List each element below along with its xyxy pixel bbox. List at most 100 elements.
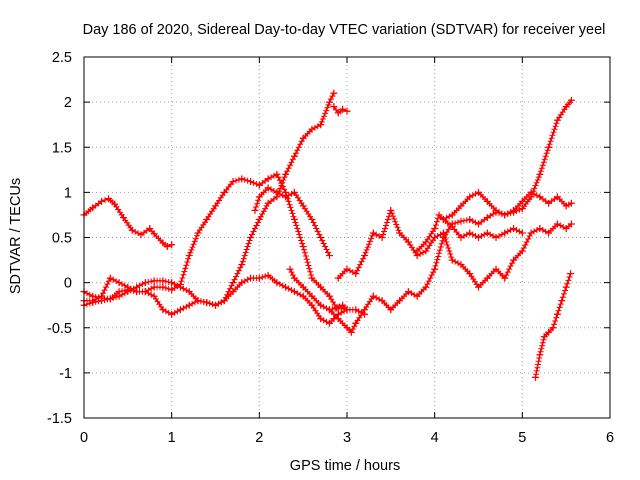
data-point (119, 214, 127, 222)
data-point (255, 181, 263, 189)
data-point (378, 234, 386, 241)
data-point (325, 98, 333, 106)
data-point (128, 226, 136, 234)
data-point (562, 103, 570, 111)
data-point (334, 109, 342, 117)
data-point (255, 193, 263, 201)
chart-title: Day 186 of 2020, Sidereal Day-to-day VTE… (83, 22, 606, 38)
data-point (334, 304, 342, 312)
data-point (325, 292, 333, 300)
series-sat-c (80, 271, 351, 327)
data-point (299, 292, 307, 300)
data-point (518, 197, 526, 205)
data-point (168, 279, 176, 287)
x-tick-label: 2 (255, 430, 263, 446)
data-point (203, 298, 211, 306)
data-point (185, 301, 193, 309)
data-point (220, 188, 228, 196)
data-point (282, 170, 290, 178)
data-point (431, 234, 439, 241)
data-point (212, 202, 219, 210)
data-point (89, 204, 97, 212)
data-point (229, 279, 237, 287)
data-point (466, 215, 474, 223)
data-point (540, 333, 548, 341)
data-point (527, 229, 535, 237)
y-axis-label: SDTVAR / TECUs (8, 178, 24, 294)
data-point (194, 229, 202, 237)
series-sat-d (80, 89, 338, 309)
data-point (251, 206, 259, 214)
data-point (413, 247, 421, 255)
data-point (343, 306, 351, 314)
data-point (404, 238, 412, 246)
tick-layer: 0 1 2 3 4 5 6 -1.5 -1 -0.5 0 0.5 1 1.5 2 2.5 (47, 50, 614, 446)
data-point (475, 234, 482, 241)
series-sat-a (80, 195, 176, 251)
y-tick-label: 2 (64, 95, 72, 111)
data-point (98, 297, 106, 305)
data-point (339, 301, 347, 309)
data-point (413, 292, 421, 300)
data-point (282, 283, 290, 291)
data-point (448, 256, 456, 264)
data-point (567, 220, 575, 228)
data-point (124, 288, 132, 296)
data-point (510, 256, 518, 264)
data-point (308, 274, 316, 282)
data-point (431, 265, 439, 273)
data-point (185, 252, 193, 260)
x-tick-label: 3 (343, 430, 351, 446)
data-point (203, 215, 211, 223)
data-point (334, 315, 342, 323)
data-point (553, 220, 561, 228)
data-point (159, 283, 167, 291)
data-point (325, 319, 333, 327)
data-point (466, 270, 474, 278)
data-point (273, 188, 281, 196)
data-point (137, 231, 145, 239)
data-point (141, 279, 149, 287)
data-point (361, 252, 369, 260)
data-point (483, 214, 491, 222)
data-point (299, 243, 307, 251)
data-point (317, 121, 325, 129)
data-point (483, 197, 491, 205)
y-tick-label: 2.5 (52, 50, 72, 66)
data-point (457, 261, 465, 269)
data-point (150, 283, 158, 291)
data-point (334, 274, 342, 282)
data-point (387, 206, 395, 214)
data-point (492, 265, 500, 273)
data-point (194, 297, 202, 305)
data-point (404, 288, 412, 296)
data-point (567, 96, 575, 104)
data-point (396, 297, 404, 305)
y-tick-label: 1 (64, 185, 72, 201)
data-point (185, 288, 193, 296)
data-point (501, 211, 509, 219)
data-point (317, 283, 325, 291)
data-point (562, 283, 570, 291)
data-point (466, 193, 474, 201)
data-point (273, 170, 281, 178)
y-tick-label: 0.5 (52, 231, 72, 247)
data-point (378, 297, 386, 305)
data-point (483, 229, 491, 237)
data-point (510, 224, 518, 232)
data-point (457, 217, 465, 225)
data-point (299, 283, 307, 291)
data-point (330, 89, 338, 97)
data-point (299, 202, 307, 210)
series-markers (414, 189, 575, 254)
series-markers (81, 272, 350, 327)
data-point (466, 229, 474, 237)
data-point (352, 306, 360, 314)
data-point (518, 205, 526, 213)
data-point (105, 195, 113, 203)
data-point (567, 270, 575, 278)
x-tick-label: 5 (518, 430, 526, 446)
y-tick-label: -1 (59, 366, 72, 382)
data-point (168, 241, 176, 249)
data-point (106, 274, 114, 282)
